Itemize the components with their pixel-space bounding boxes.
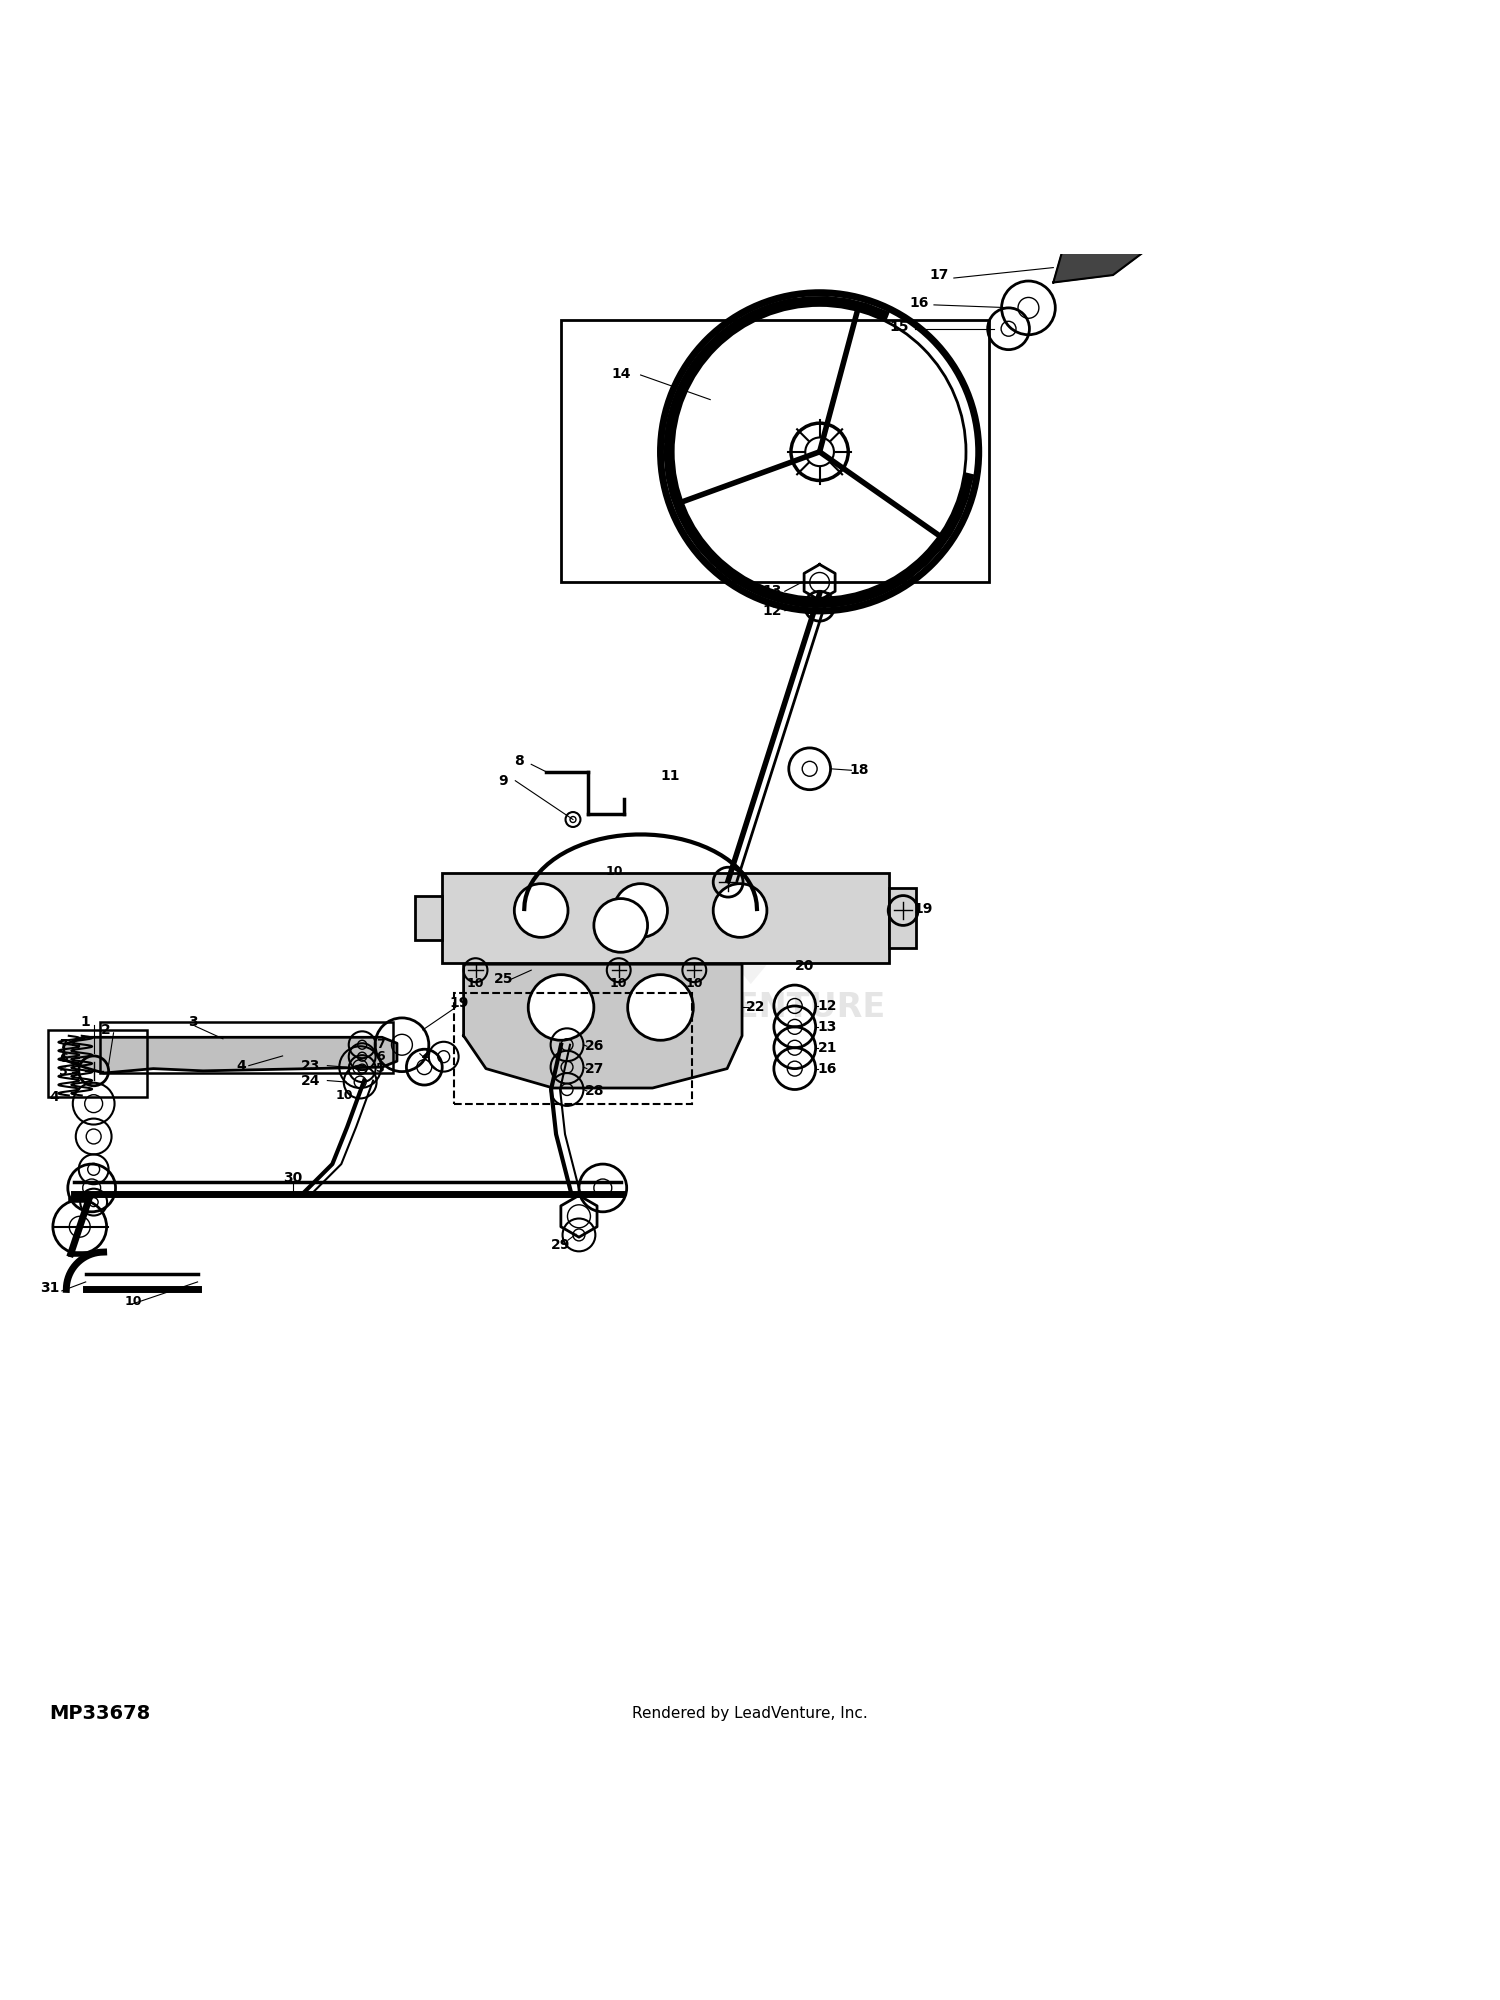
Text: ♥: ♥ bbox=[728, 946, 772, 994]
Text: 19: 19 bbox=[450, 996, 470, 1010]
Circle shape bbox=[712, 884, 766, 938]
Text: 26: 26 bbox=[585, 1040, 604, 1054]
Text: 23: 23 bbox=[302, 1058, 320, 1072]
Text: 29: 29 bbox=[552, 1238, 570, 1252]
Text: 7: 7 bbox=[60, 1038, 68, 1052]
Bar bbox=[416, 896, 441, 940]
Circle shape bbox=[514, 884, 568, 938]
Bar bbox=[441, 874, 890, 962]
Text: 10: 10 bbox=[336, 1088, 352, 1102]
Text: 5: 5 bbox=[60, 1066, 68, 1078]
Bar bbox=[561, 320, 988, 582]
Text: 15: 15 bbox=[890, 320, 909, 334]
Text: 11: 11 bbox=[660, 770, 680, 784]
Text: 30: 30 bbox=[284, 1170, 302, 1184]
Bar bbox=[453, 992, 693, 1104]
Text: 7: 7 bbox=[375, 1038, 384, 1052]
Bar bbox=[99, 1022, 393, 1074]
Text: 5: 5 bbox=[375, 1062, 384, 1076]
Text: 12: 12 bbox=[762, 604, 782, 618]
Circle shape bbox=[614, 884, 668, 938]
Bar bbox=[890, 888, 916, 948]
Text: 14: 14 bbox=[610, 366, 630, 380]
Text: 6: 6 bbox=[376, 1050, 384, 1064]
Circle shape bbox=[627, 974, 693, 1040]
Text: 21: 21 bbox=[818, 1040, 837, 1054]
Text: 2: 2 bbox=[100, 1022, 111, 1036]
Circle shape bbox=[528, 974, 594, 1040]
Text: 31: 31 bbox=[40, 1280, 60, 1294]
Text: 10: 10 bbox=[686, 978, 703, 990]
Text: 28: 28 bbox=[585, 1084, 604, 1098]
Text: LEADVENTURE: LEADVENTURE bbox=[614, 990, 886, 1024]
Text: 24: 24 bbox=[300, 1074, 320, 1088]
Text: 3: 3 bbox=[189, 1016, 198, 1030]
Text: 10: 10 bbox=[124, 1294, 142, 1308]
Bar bbox=[48, 1030, 147, 1096]
Text: 22: 22 bbox=[746, 1000, 765, 1014]
Text: 4: 4 bbox=[236, 1058, 246, 1072]
Text: 6: 6 bbox=[60, 1052, 68, 1064]
Text: 18: 18 bbox=[849, 764, 868, 778]
Text: 4: 4 bbox=[50, 1090, 58, 1104]
Text: Rendered by LeadVenture, Inc.: Rendered by LeadVenture, Inc. bbox=[632, 1706, 868, 1720]
Text: 16: 16 bbox=[818, 1062, 837, 1076]
Text: 17: 17 bbox=[930, 268, 948, 282]
Text: 9: 9 bbox=[498, 774, 508, 788]
Text: 20: 20 bbox=[795, 958, 814, 972]
Text: 13: 13 bbox=[762, 584, 782, 598]
Polygon shape bbox=[1053, 216, 1143, 282]
Polygon shape bbox=[64, 1038, 398, 1074]
Polygon shape bbox=[464, 964, 742, 1088]
Text: 1: 1 bbox=[81, 1016, 90, 1030]
Text: 8: 8 bbox=[514, 754, 523, 768]
Text: 10: 10 bbox=[606, 866, 624, 878]
Text: 19: 19 bbox=[914, 902, 933, 916]
Text: 13: 13 bbox=[818, 1020, 837, 1034]
Text: 16: 16 bbox=[909, 296, 928, 310]
Text: 2: 2 bbox=[422, 1046, 430, 1060]
Text: 10: 10 bbox=[466, 978, 484, 990]
Text: 25: 25 bbox=[494, 972, 513, 986]
Text: 10: 10 bbox=[610, 978, 627, 990]
Text: 27: 27 bbox=[585, 1062, 604, 1076]
Text: MP33678: MP33678 bbox=[50, 1704, 150, 1722]
Text: 12: 12 bbox=[818, 998, 837, 1012]
Circle shape bbox=[594, 898, 648, 952]
